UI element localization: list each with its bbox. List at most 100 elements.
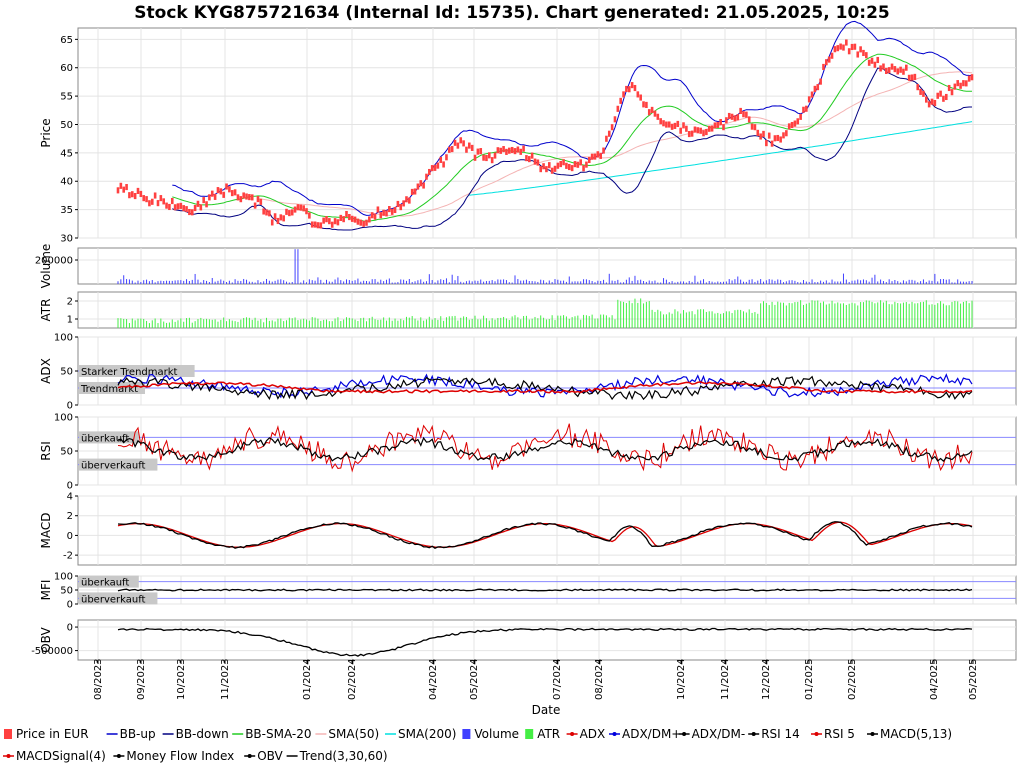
price-candle	[873, 61, 877, 68]
price-candle	[710, 125, 714, 132]
price-candle	[742, 111, 745, 118]
price-candle	[308, 212, 311, 219]
price-candle	[465, 146, 468, 153]
price-candle	[925, 96, 928, 103]
price-candle	[639, 94, 642, 101]
price-candle	[767, 132, 771, 139]
chart-title: Stock KYG875721634 (Internal Id: 15735).…	[134, 3, 889, 23]
price-candle	[659, 118, 662, 125]
price-candle	[482, 154, 485, 161]
adx-ytick-label: 100	[54, 333, 73, 344]
price-candle	[276, 217, 280, 225]
price-ytick-label: 30	[60, 234, 73, 245]
price-ylabel: Price	[39, 118, 53, 147]
price-candle	[145, 196, 148, 203]
x-tick-label: 01/2025	[804, 658, 815, 700]
price-candle	[216, 187, 220, 194]
legend-label: SMA(50)	[328, 727, 379, 741]
price-candle	[570, 165, 574, 172]
price-candle	[679, 127, 682, 134]
macd-ytick-label: 0	[67, 531, 73, 542]
price-candle	[842, 44, 845, 51]
legend-label: Price in EUR	[16, 727, 89, 741]
price-candle	[910, 74, 914, 81]
price-candle	[285, 208, 288, 215]
price-candle	[325, 216, 328, 223]
price-candle	[459, 137, 463, 144]
price-candle	[756, 129, 760, 136]
indicator-panels: 3035404550556065Price200000Volume12ATR05…	[31, 20, 1017, 661]
price-candle	[168, 203, 171, 211]
price-candle	[225, 183, 228, 190]
price-candle	[830, 52, 834, 59]
macd-signal-line	[117, 521, 973, 548]
atr-ytick-label: 2	[67, 297, 73, 308]
legend-swatch	[870, 732, 875, 736]
rsi-zone-label: überkauft	[81, 433, 129, 444]
price-candle	[685, 125, 688, 132]
price-candle	[707, 125, 711, 132]
price-candle	[525, 155, 528, 162]
price-candle	[702, 130, 705, 137]
price-candle	[913, 73, 917, 80]
price-candle	[176, 203, 180, 210]
panel-atr: 1 2 ATR	[39, 291, 1017, 329]
price-candle	[208, 194, 211, 201]
x-tick-label: 07/2024	[552, 658, 563, 700]
price-candle	[310, 221, 314, 228]
price-candle	[899, 66, 902, 73]
price-candle	[162, 198, 165, 205]
x-tick-label: 08/2024	[594, 658, 605, 700]
bb-up-line	[172, 20, 973, 216]
rsi-ytick-label: 100	[54, 413, 73, 424]
price-candle	[785, 130, 788, 137]
price-candle	[559, 161, 563, 168]
price-candle	[333, 218, 337, 225]
price-candle	[519, 148, 523, 155]
price-candle	[539, 166, 543, 173]
price-candle	[576, 161, 580, 168]
legend-label: RSI 14	[761, 727, 800, 741]
price-candle	[607, 130, 611, 137]
price-candle	[716, 121, 720, 128]
price-candle	[342, 216, 345, 223]
price-candle	[362, 220, 365, 227]
price-ytick-label: 35	[60, 205, 73, 216]
price-candle	[850, 43, 854, 51]
price-candle	[653, 110, 657, 117]
macd-ytick-label: 4	[67, 492, 73, 503]
price-candle	[410, 188, 414, 195]
price-candle	[656, 113, 660, 120]
price-candle	[596, 151, 600, 158]
price-ytick-label: 65	[60, 35, 73, 46]
price-candle	[736, 114, 740, 121]
price-candle	[790, 121, 794, 129]
price-candle	[753, 124, 757, 131]
price-candle	[907, 74, 911, 81]
price-candle	[959, 82, 962, 89]
mfi-zone-label: überkauft	[81, 578, 129, 589]
price-candle	[587, 156, 591, 163]
price-candle	[393, 206, 397, 214]
price-candle	[296, 204, 300, 211]
price-candle	[388, 206, 391, 213]
price-candle	[159, 195, 163, 202]
x-tick-label: 02/2024	[347, 658, 358, 700]
legend-label: BB-up	[120, 727, 156, 741]
price-candle	[290, 209, 294, 216]
rsi-zone-label: überverkauft	[81, 461, 146, 472]
price-candle	[445, 154, 448, 161]
legend-swatch	[4, 729, 12, 739]
price-candle	[439, 156, 443, 163]
price-candle	[636, 91, 640, 98]
price-candle	[867, 59, 871, 66]
price-candle	[882, 63, 885, 70]
legend-swatch	[462, 729, 471, 739]
sma50-line	[257, 71, 973, 217]
adx-ytick-label: 0	[67, 401, 73, 412]
price-candle	[887, 67, 891, 74]
price-candle	[479, 148, 483, 155]
